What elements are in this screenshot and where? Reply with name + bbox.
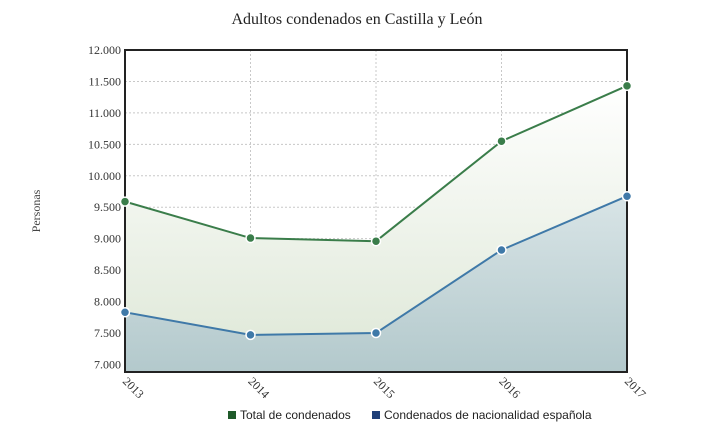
- data-point: [496, 135, 507, 147]
- y-tick-label: 8.500: [94, 263, 121, 277]
- y-tick-label: 10.500: [88, 137, 121, 151]
- x-tick-label: 2015: [371, 374, 398, 401]
- y-tick-label: 10.000: [88, 169, 121, 183]
- data-point: [621, 190, 633, 202]
- x-tick-label: 2017: [622, 374, 649, 401]
- x-tick-label: 2016: [496, 374, 523, 401]
- y-axis-label: Personas: [29, 189, 43, 232]
- x-tick-label: 2013: [120, 374, 147, 401]
- y-tick-label: 9.000: [94, 232, 121, 246]
- y-tick-label: 8.000: [94, 295, 121, 309]
- legend-swatch: [372, 411, 380, 419]
- y-tick-label: 11.500: [88, 74, 121, 88]
- x-tick-label: 2014: [245, 374, 272, 401]
- y-tick-label: 7.000: [94, 357, 121, 371]
- y-tick-label: 9.500: [94, 200, 121, 214]
- data-point: [245, 329, 256, 341]
- legend-label: Total de condenados: [240, 408, 351, 422]
- legend-label: Condenados de nacionalidad española: [384, 408, 592, 422]
- data-point: [119, 307, 131, 318]
- y-tick-label: 7.500: [94, 326, 121, 340]
- chart-title: Adultos condenados en Castilla y León: [231, 11, 482, 28]
- data-point: [370, 235, 382, 247]
- data-point: [370, 327, 382, 339]
- data-point: [119, 196, 131, 207]
- data-point: [496, 244, 507, 256]
- data-point: [621, 80, 633, 92]
- legend-swatch: [228, 411, 236, 419]
- y-tick-label: 11.000: [88, 106, 121, 120]
- y-tick-label: 12.000: [88, 43, 121, 57]
- data-point: [245, 232, 256, 244]
- plot-frame: [124, 49, 628, 373]
- area-espanola: [125, 196, 627, 372]
